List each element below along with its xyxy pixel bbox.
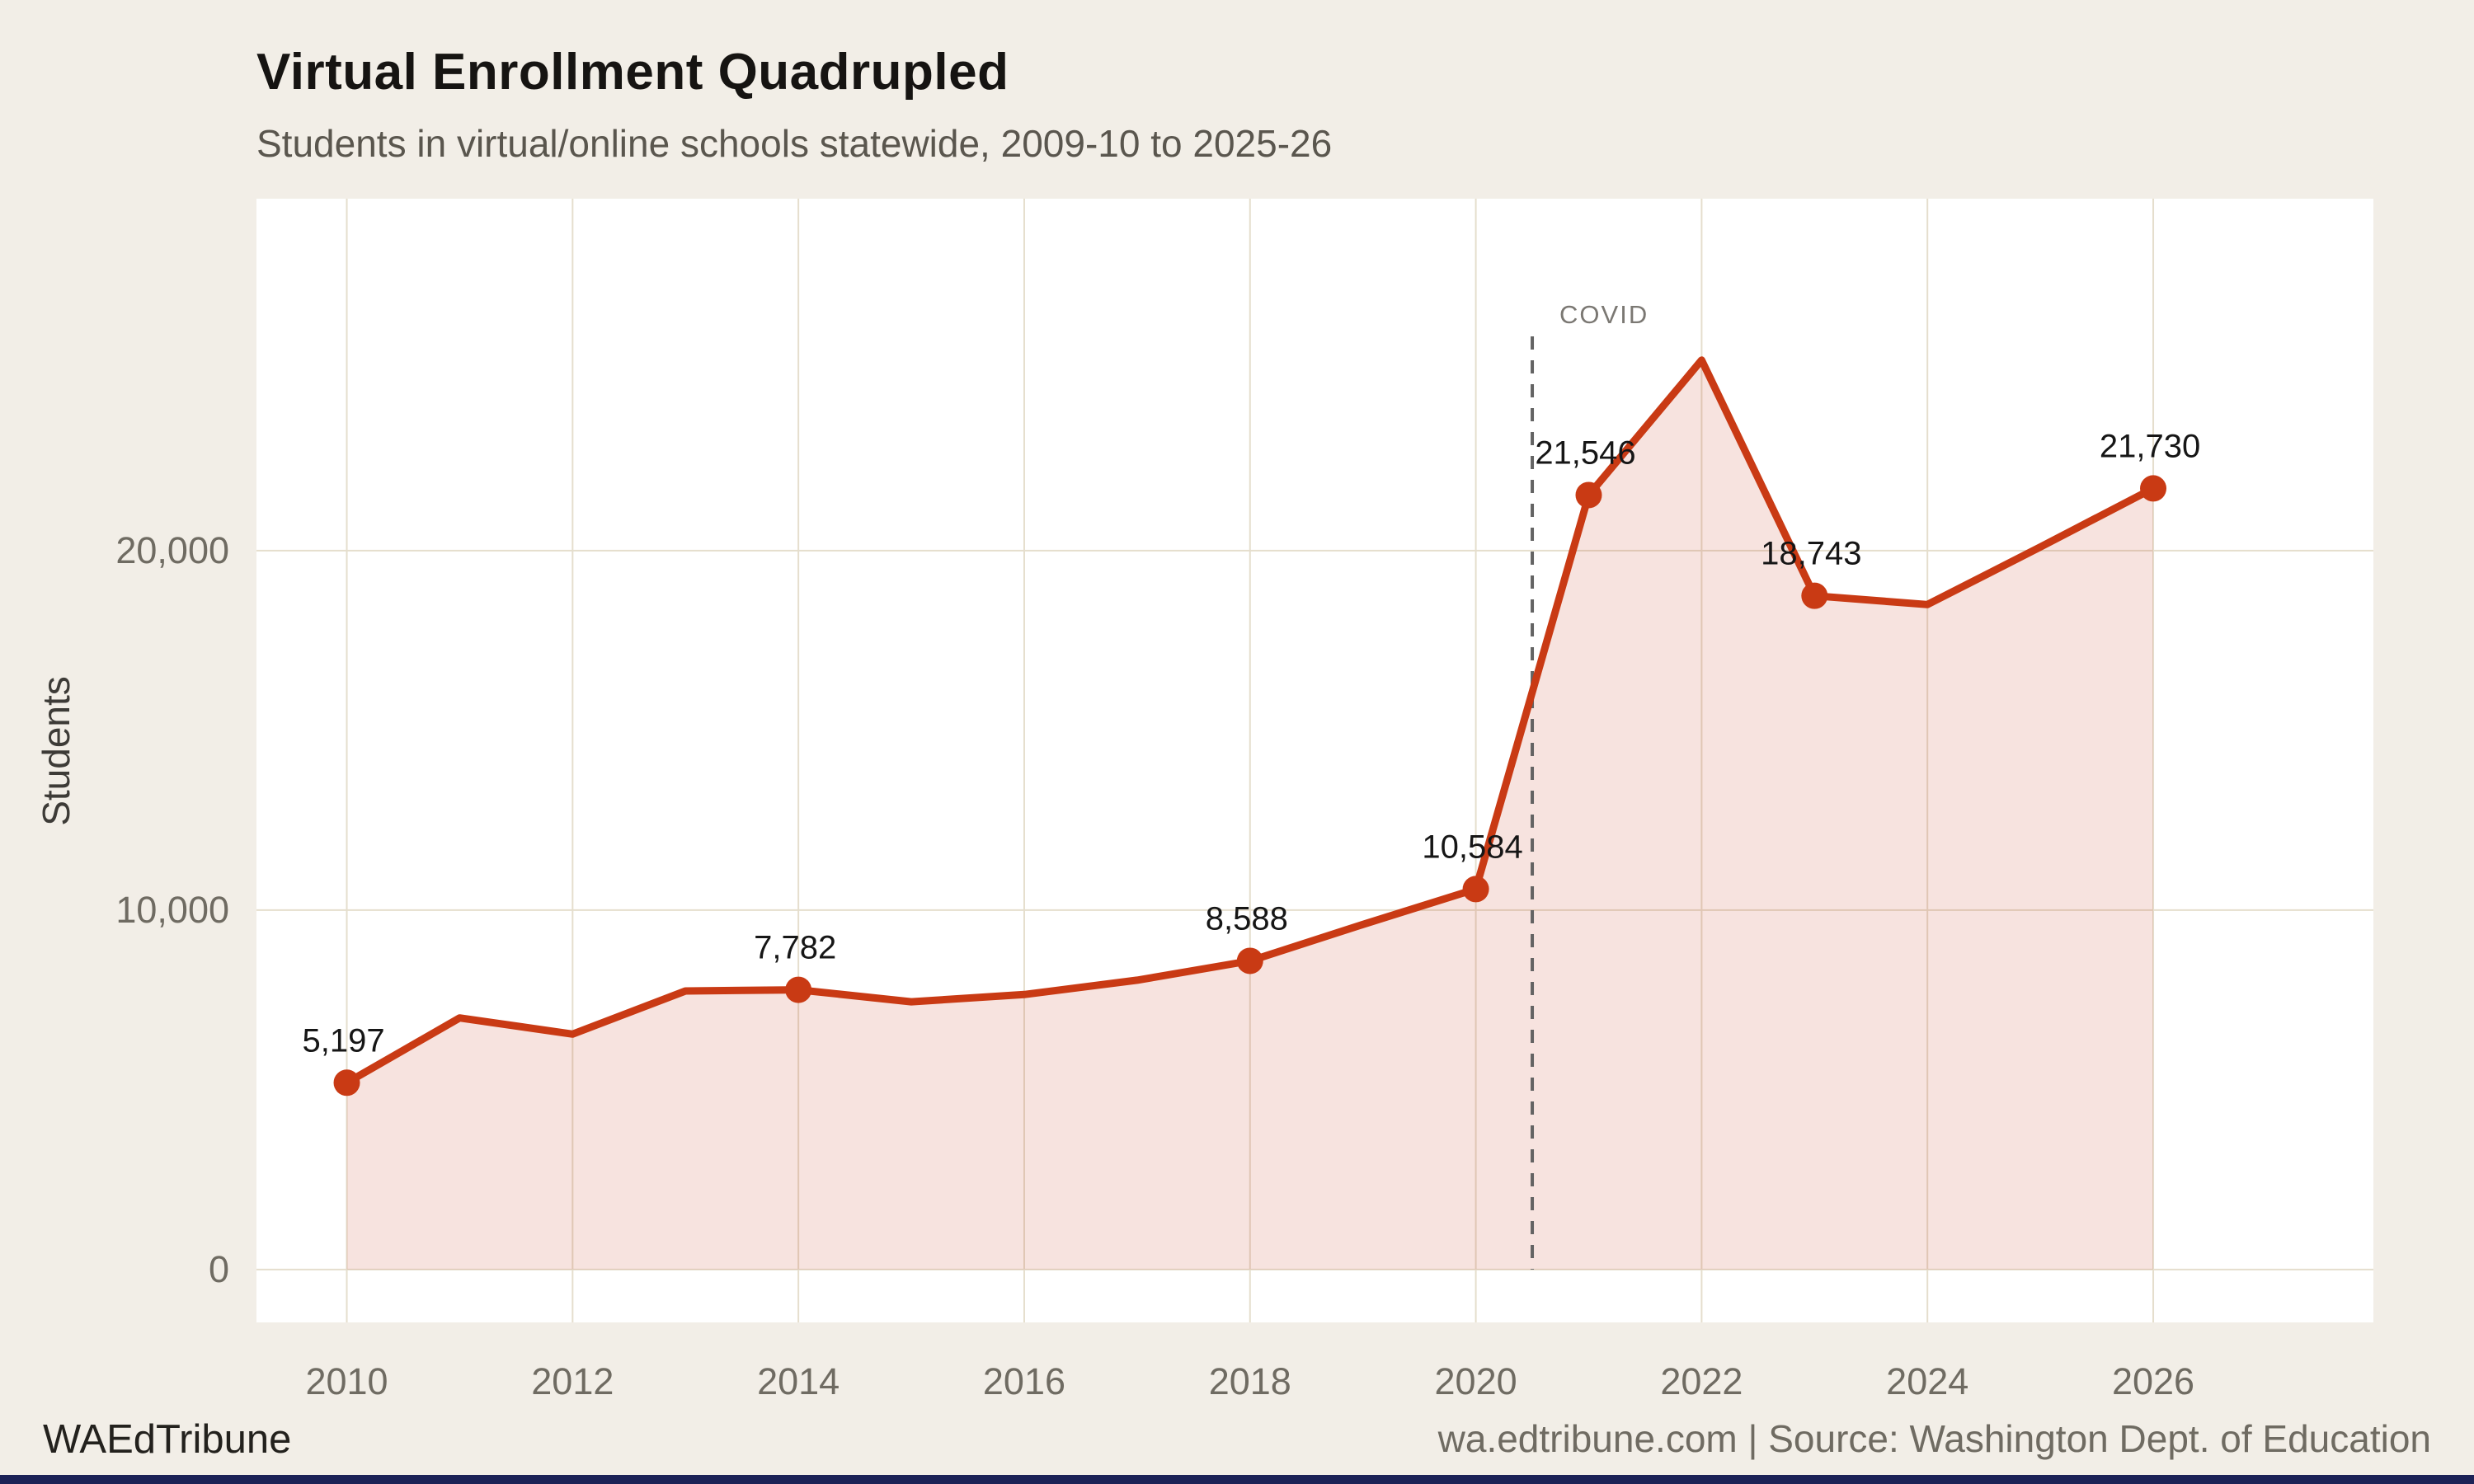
x-tick-label: 2024 bbox=[1886, 1360, 1969, 1402]
y-tick-label: 20,000 bbox=[115, 528, 229, 571]
data-point-label: 8,588 bbox=[1206, 900, 1288, 937]
brand-logo-text: WAEdTribune bbox=[43, 1417, 292, 1462]
x-tick-label: 2018 bbox=[1208, 1360, 1291, 1402]
x-tick-label: 2020 bbox=[1434, 1360, 1517, 1402]
y-tick-label: 0 bbox=[208, 1247, 229, 1290]
bottom-accent-bar bbox=[0, 1475, 2474, 1484]
x-tick-label: 2022 bbox=[1660, 1360, 1743, 1402]
data-point-marker bbox=[785, 976, 812, 1003]
y-tick-label: 10,000 bbox=[115, 888, 229, 931]
chart-header: Virtual Enrollment Quadrupled Students i… bbox=[256, 43, 1332, 166]
data-point-marker bbox=[1462, 876, 1489, 903]
chart-title: Virtual Enrollment Quadrupled bbox=[256, 44, 1009, 101]
data-point-marker bbox=[333, 1069, 360, 1097]
y-axis-title: Students bbox=[35, 676, 78, 826]
plot-area: COVID 5,197 7,782 8,588 10,584 21,546 18,743 21… bbox=[256, 199, 2373, 1322]
data-point-label: 21,730 bbox=[2100, 428, 2200, 464]
data-point-label: 5,197 bbox=[302, 1022, 384, 1059]
x-tick-label: 2010 bbox=[305, 1360, 388, 1402]
data-point-marker bbox=[1801, 582, 1828, 609]
data-point-label: 21,546 bbox=[1535, 434, 1635, 471]
x-tick-label: 2026 bbox=[2111, 1360, 2195, 1402]
data-point-label: 10,584 bbox=[1422, 829, 1522, 865]
covid-annotation-label: COVID bbox=[1559, 300, 1649, 329]
source-attribution: wa.edtribune.com | Source: Washington De… bbox=[1437, 1417, 2431, 1460]
data-point-label: 7,782 bbox=[754, 930, 836, 966]
data-point-marker bbox=[1575, 481, 1602, 509]
data-point-marker bbox=[2140, 475, 2167, 502]
x-tick-label: 2012 bbox=[531, 1360, 614, 1402]
plot-svg: COVID 5,197 7,782 8,588 10,584 21,546 18,743 21… bbox=[256, 199, 2373, 1322]
data-point-marker bbox=[1236, 947, 1263, 974]
chart-subtitle: Students in virtual/online schools state… bbox=[256, 122, 1333, 165]
x-tick-label: 2016 bbox=[982, 1360, 1066, 1402]
area-fill bbox=[346, 359, 2153, 1270]
data-point-label: 18,743 bbox=[1761, 536, 1861, 572]
x-tick-label: 2014 bbox=[757, 1360, 840, 1402]
